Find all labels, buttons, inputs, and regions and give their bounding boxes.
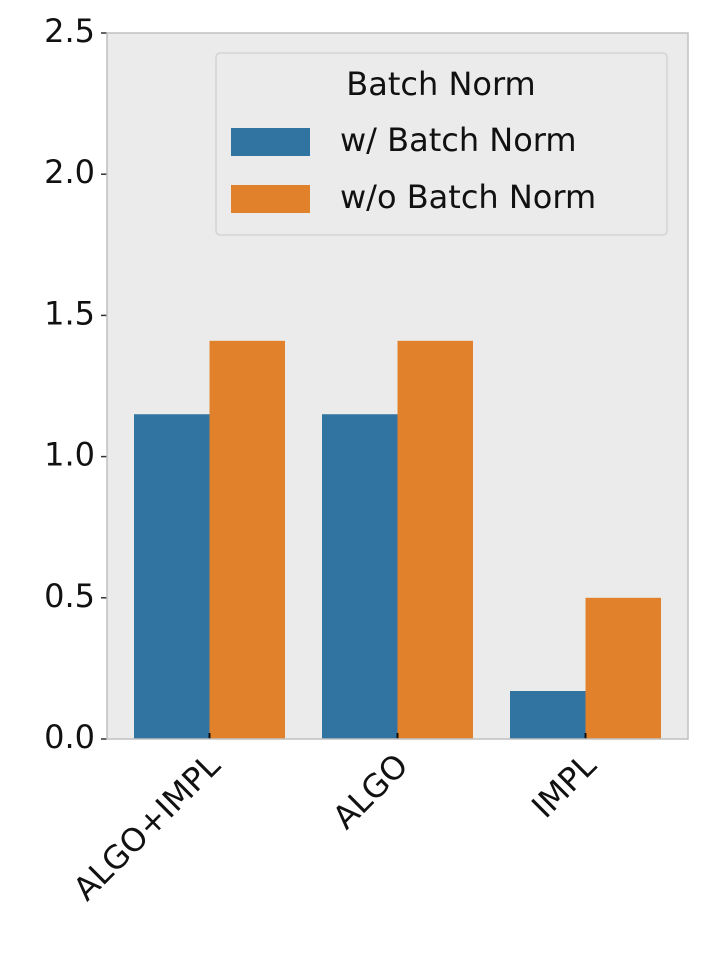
bar <box>134 414 210 739</box>
plot-border <box>106 32 689 740</box>
y-tick-label: 0.0 <box>44 718 95 756</box>
legend-box <box>215 52 668 236</box>
y-tick-label: 0.5 <box>44 577 95 615</box>
y-tick-label: 2.0 <box>44 153 95 191</box>
x-tick-label: IMPL <box>524 746 603 825</box>
legend-swatch <box>231 128 310 156</box>
bar <box>209 340 285 739</box>
y-tick-label: 2.5 <box>44 12 95 50</box>
bar <box>510 690 586 739</box>
x-tick-label: ALGO <box>325 746 415 836</box>
y-tick-label: 1.0 <box>44 436 95 474</box>
bar <box>397 340 473 739</box>
legend-label: w/o Batch Norm <box>340 178 596 216</box>
x-tick-label: ALGO+IMPL <box>66 746 228 908</box>
legend-swatch <box>231 185 310 213</box>
legend-label: w/ Batch Norm <box>340 121 577 159</box>
bar <box>585 597 661 739</box>
legend-title: Batch Norm <box>346 65 535 103</box>
y-tick-label: 1.5 <box>44 294 95 332</box>
bar <box>322 414 398 739</box>
